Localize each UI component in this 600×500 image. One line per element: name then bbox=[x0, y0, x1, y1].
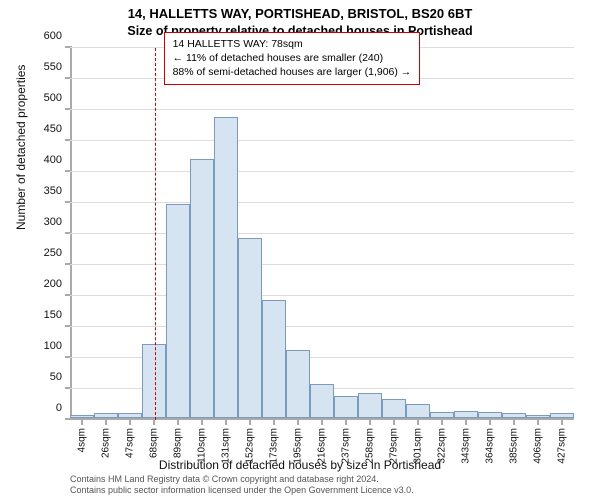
y-tick bbox=[65, 201, 70, 203]
gridline bbox=[70, 295, 574, 296]
x-tick bbox=[441, 420, 443, 425]
x-tick bbox=[81, 420, 83, 425]
x-tick-label: 89sqm bbox=[173, 428, 184, 458]
y-tick bbox=[65, 356, 70, 358]
annotation-box: 14 HALLETTS WAY: 78sqm← 11% of detached … bbox=[164, 32, 421, 85]
histogram-bar bbox=[166, 204, 190, 418]
y-tick-label: 0 bbox=[22, 402, 62, 414]
x-tick bbox=[561, 420, 563, 425]
x-tick bbox=[537, 420, 539, 425]
histogram-bar bbox=[310, 384, 334, 418]
histogram-bar bbox=[430, 412, 454, 418]
y-axis-label: Number of detached properties bbox=[14, 65, 28, 230]
y-tick bbox=[65, 325, 70, 327]
y-tick bbox=[65, 294, 70, 296]
histogram-bar bbox=[406, 404, 430, 418]
x-tick bbox=[321, 420, 323, 425]
attribution-line: Contains HM Land Registry data © Crown c… bbox=[70, 474, 414, 485]
x-tick bbox=[369, 420, 371, 425]
x-tick bbox=[417, 420, 419, 425]
gridline bbox=[70, 326, 574, 327]
x-tick bbox=[177, 420, 179, 425]
x-tick-label: 4sqm bbox=[77, 428, 88, 452]
y-tick bbox=[65, 263, 70, 265]
x-tick bbox=[393, 420, 395, 425]
y-tick-label: 100 bbox=[22, 340, 62, 352]
histogram-bar bbox=[382, 399, 406, 418]
histogram-bar bbox=[358, 393, 382, 418]
chart-plot-area: 0501001502002503003504004505005506004sqm… bbox=[70, 48, 574, 420]
gridline bbox=[70, 171, 574, 172]
x-tick bbox=[513, 420, 515, 425]
y-tick-label: 400 bbox=[22, 154, 62, 166]
x-tick bbox=[273, 420, 275, 425]
x-tick-label: 26sqm bbox=[101, 428, 112, 458]
attribution-line: Contains public sector information licen… bbox=[70, 485, 414, 496]
histogram-bar bbox=[118, 413, 142, 418]
histogram-bar bbox=[334, 396, 358, 418]
x-tick-label: 68sqm bbox=[149, 428, 160, 458]
y-tick-label: 600 bbox=[22, 30, 62, 42]
x-tick bbox=[249, 420, 251, 425]
y-tick bbox=[65, 77, 70, 79]
histogram-bar bbox=[286, 350, 310, 418]
x-tick bbox=[201, 420, 203, 425]
y-tick bbox=[65, 139, 70, 141]
y-tick-label: 500 bbox=[22, 92, 62, 104]
gridline bbox=[70, 140, 574, 141]
x-tick bbox=[153, 420, 155, 425]
histogram-bar bbox=[70, 415, 94, 418]
y-tick-label: 350 bbox=[22, 185, 62, 197]
gridline bbox=[70, 233, 574, 234]
x-tick bbox=[297, 420, 299, 425]
histogram-bar bbox=[262, 300, 286, 418]
y-tick-label: 150 bbox=[22, 309, 62, 321]
gridline bbox=[70, 202, 574, 203]
page-title: 14, HALLETTS WAY, PORTISHEAD, BRISTOL, B… bbox=[0, 6, 600, 21]
annotation-line: ← 11% of detached houses are smaller (24… bbox=[173, 51, 412, 65]
histogram-bar bbox=[502, 413, 526, 418]
y-tick-label: 50 bbox=[22, 371, 62, 383]
histogram-bar bbox=[478, 412, 502, 418]
annotation-line: 88% of semi-detached houses are larger (… bbox=[173, 65, 412, 79]
y-tick-label: 250 bbox=[22, 247, 62, 259]
x-tick bbox=[345, 420, 347, 425]
annotation-line: 14 HALLETTS WAY: 78sqm bbox=[173, 37, 412, 51]
y-tick-label: 300 bbox=[22, 216, 62, 228]
y-tick-label: 200 bbox=[22, 278, 62, 290]
x-tick bbox=[129, 420, 131, 425]
y-tick-label: 450 bbox=[22, 123, 62, 135]
x-tick bbox=[105, 420, 107, 425]
y-tick bbox=[65, 170, 70, 172]
y-tick bbox=[65, 108, 70, 110]
reference-line bbox=[155, 48, 156, 420]
attribution: Contains HM Land Registry data © Crown c… bbox=[70, 474, 414, 496]
x-tick-label: 47sqm bbox=[125, 428, 136, 458]
gridline bbox=[70, 109, 574, 110]
histogram-bar bbox=[526, 415, 550, 418]
y-tick bbox=[65, 232, 70, 234]
histogram-bar bbox=[238, 238, 262, 418]
histogram-bar bbox=[142, 344, 166, 418]
histogram-bar bbox=[94, 413, 118, 418]
gridline bbox=[70, 264, 574, 265]
y-tick bbox=[65, 387, 70, 389]
x-axis-label: Distribution of detached houses by size … bbox=[0, 458, 600, 472]
y-tick-label: 550 bbox=[22, 61, 62, 73]
histogram-bar bbox=[190, 159, 214, 418]
histogram-bar bbox=[550, 413, 574, 418]
x-tick bbox=[465, 420, 467, 425]
y-tick bbox=[65, 46, 70, 48]
histogram-bar bbox=[454, 411, 478, 418]
y-tick bbox=[65, 418, 70, 420]
x-tick bbox=[225, 420, 227, 425]
x-tick bbox=[489, 420, 491, 425]
histogram-bar bbox=[214, 117, 238, 418]
